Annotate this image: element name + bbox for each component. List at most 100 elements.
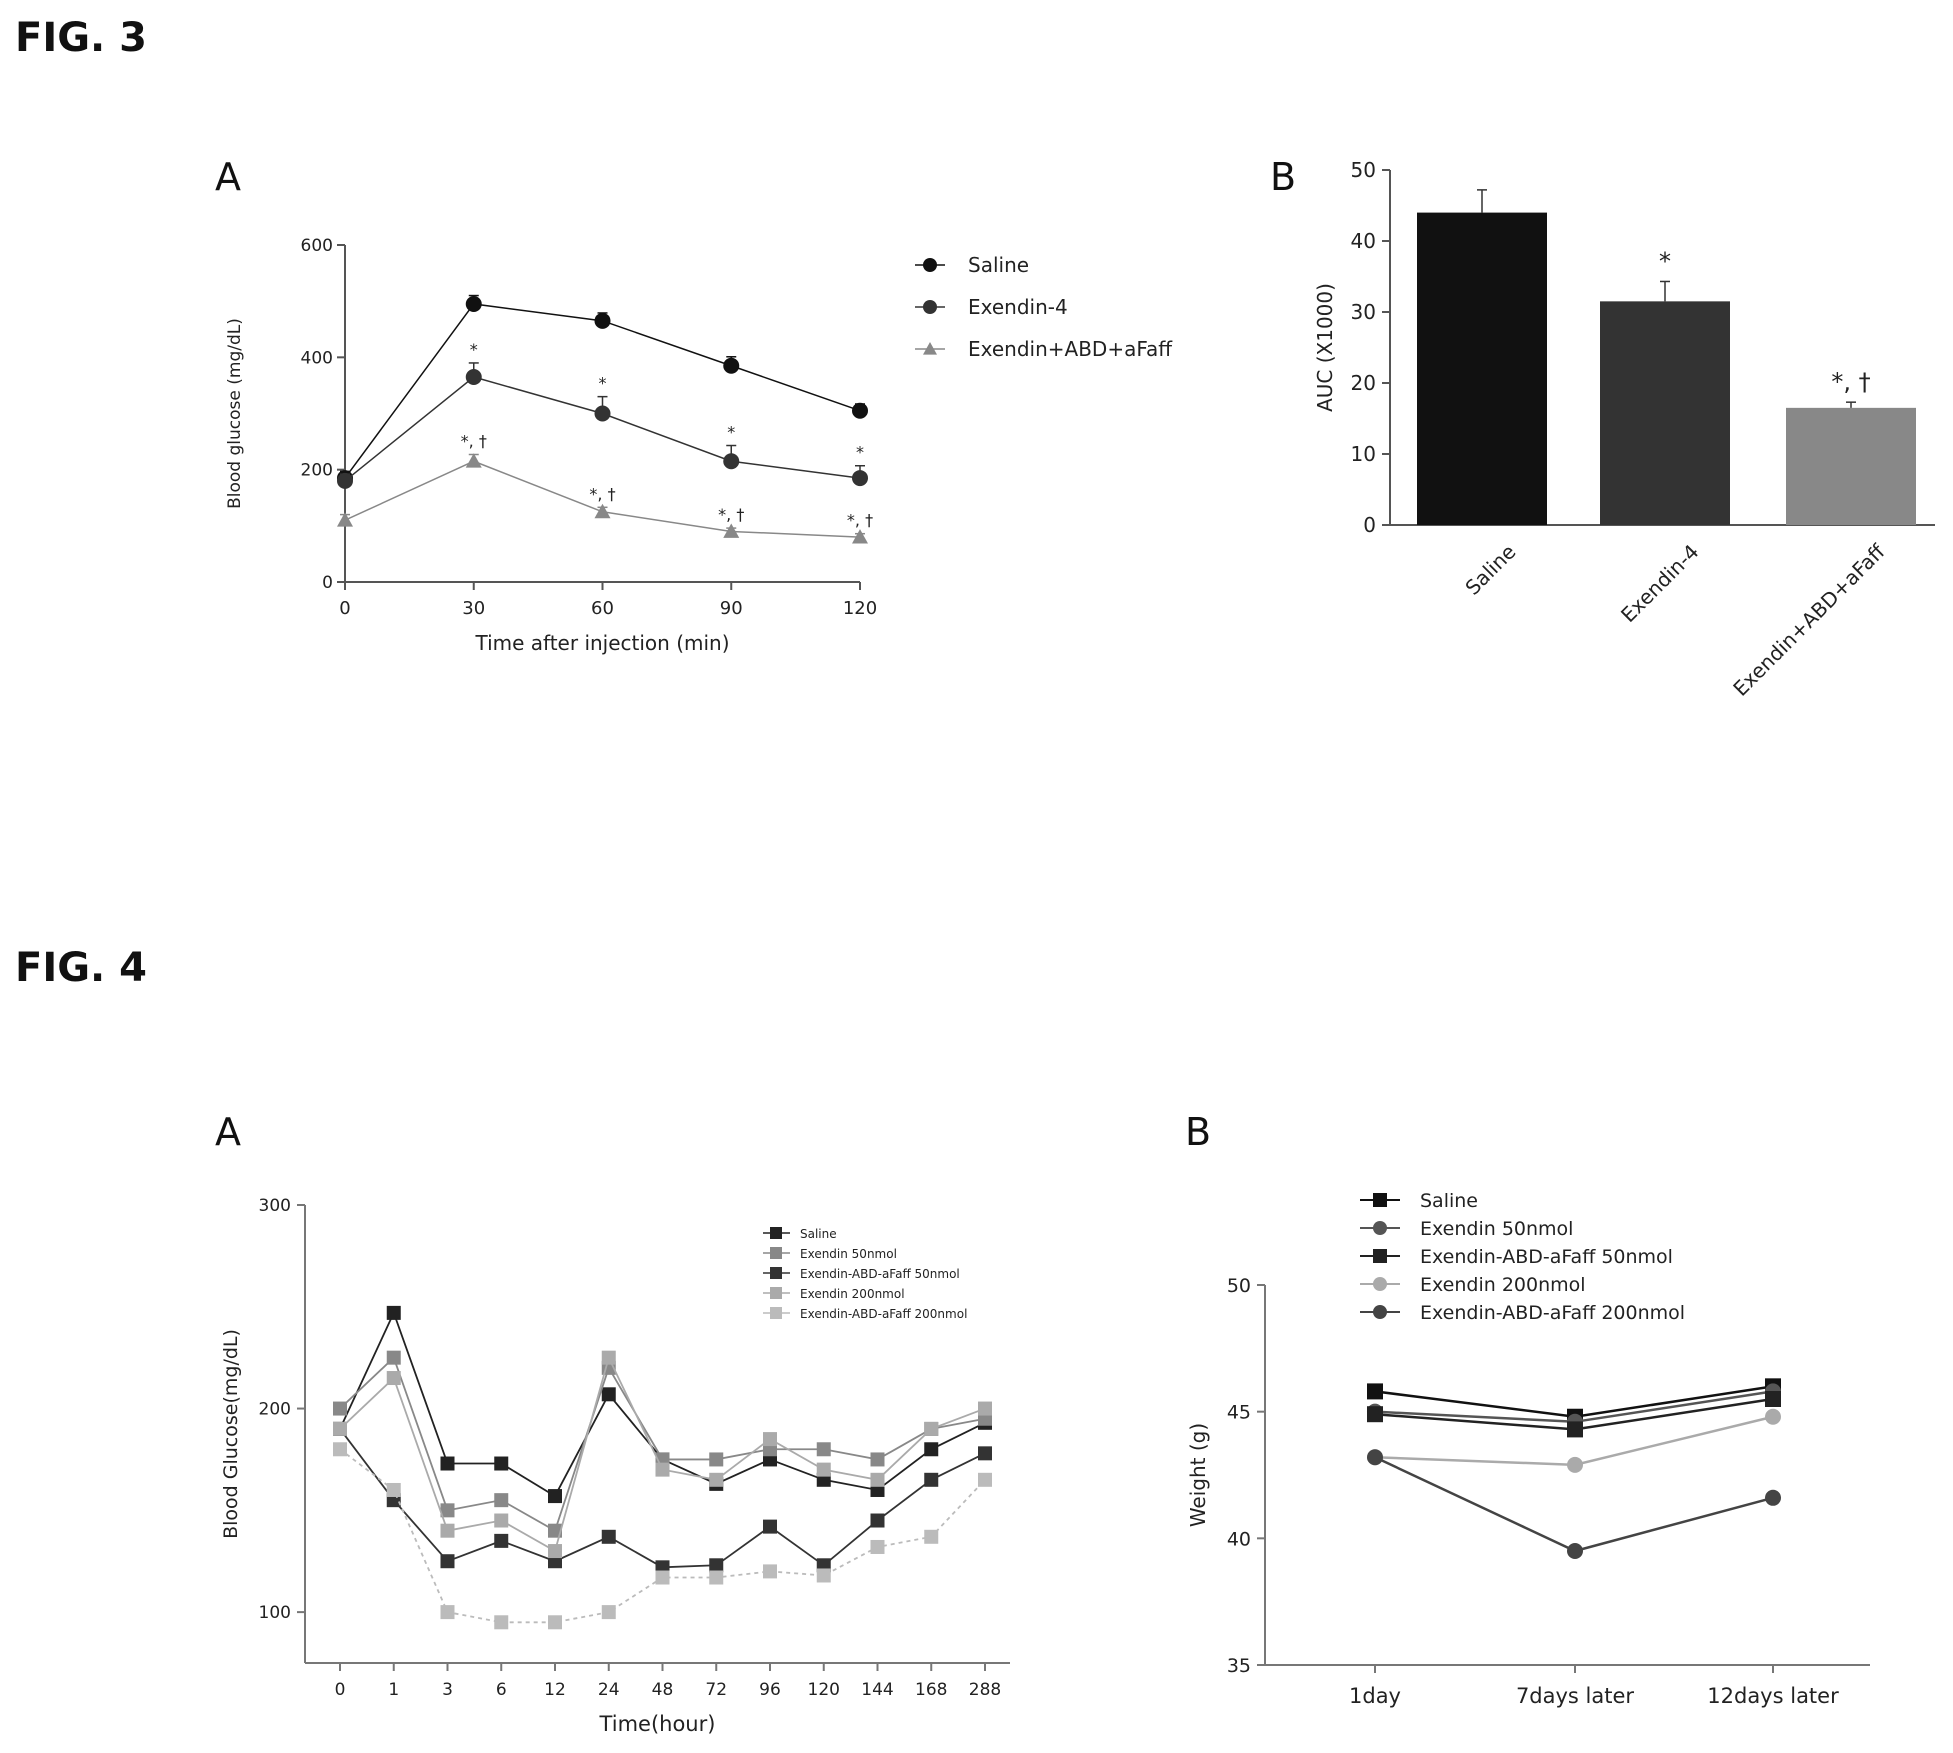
fig4b-point xyxy=(1765,1489,1781,1506)
fig4b-y-tick-label: 50 xyxy=(1227,1275,1251,1297)
fig3a-significance-label: * xyxy=(856,443,864,462)
fig4b-x-tick-label: 1day xyxy=(1349,1684,1401,1708)
fig3b-y-tick-label: 30 xyxy=(1351,300,1376,324)
fig4a-point xyxy=(655,1462,670,1477)
fig4a-point xyxy=(601,1529,616,1544)
fig4b-legend-label: Exendin-ABD-aFaff 200nmol xyxy=(1420,1302,1685,1324)
fig3a-point xyxy=(465,295,482,312)
fig4a-point xyxy=(494,1533,509,1548)
fig4a-legend-label: Exendin-ABD-aFaff 50nmol xyxy=(800,1267,960,1281)
fig3b-y-tick-label: 10 xyxy=(1351,442,1376,466)
fig3a-y-tick-label: 0 xyxy=(322,573,333,593)
fig4a-point xyxy=(386,1482,401,1497)
fig4a-y-tick-label: 200 xyxy=(259,1400,291,1420)
fig4a-x-tick-label: 3 xyxy=(442,1680,453,1700)
fig3a-x-tick-label: 90 xyxy=(720,598,743,619)
fig4a-x-tick-label: 48 xyxy=(652,1680,674,1700)
fig3a-point xyxy=(852,402,868,419)
fig3a-x-tick-label: 0 xyxy=(339,598,350,619)
fig4b-legend-marker xyxy=(1373,1221,1387,1235)
fig3b-significance-label: *, † xyxy=(1831,368,1870,396)
fig4a-y-axis-title: Blood Glucose(mg/dL) xyxy=(220,1329,242,1539)
fig4b-point xyxy=(1765,1408,1781,1425)
fig4a-x-tick-label: 6 xyxy=(496,1680,507,1700)
fig4-title: FIG. 4 xyxy=(15,945,147,991)
fig4a-point xyxy=(333,1401,347,1416)
fig3a-point xyxy=(465,368,482,385)
fig4a-point xyxy=(440,1503,455,1518)
fig4b-legend-marker xyxy=(1373,1305,1387,1319)
fig3b-bar xyxy=(1600,301,1730,525)
fig3a-legend-marker xyxy=(923,300,937,314)
fig3b-y-tick-label: 50 xyxy=(1351,158,1376,182)
fig4a-point xyxy=(978,1472,992,1487)
fig4a-x-tick-label: 1 xyxy=(388,1680,399,1700)
fig4b-y-tick-label: 35 xyxy=(1227,1655,1251,1677)
fig4a-point xyxy=(870,1539,885,1554)
fig3a-legend-marker xyxy=(923,258,937,272)
fig4a-point xyxy=(709,1452,724,1467)
fig4b-x-tick-label: 7days later xyxy=(1516,1684,1634,1708)
fig3b-bar xyxy=(1417,212,1547,525)
fig4a-point xyxy=(494,1493,509,1508)
fig3a-point xyxy=(337,472,353,489)
fig3a-x-tick-label: 60 xyxy=(591,598,614,619)
fig4a-legend-label: Exendin-ABD-aFaff 200nmol xyxy=(800,1307,967,1321)
fig4a-point xyxy=(494,1513,509,1528)
fig4b-point xyxy=(1567,1421,1583,1438)
fig4a-point xyxy=(601,1605,616,1620)
fig3a-y-tick-label: 200 xyxy=(301,461,333,481)
fig4b-point xyxy=(1367,1449,1383,1466)
fig4a-x-tick-label: 168 xyxy=(915,1680,947,1700)
fig4a-point xyxy=(978,1401,992,1416)
fig4a-point xyxy=(440,1605,455,1620)
fig3a-y-tick-label: 400 xyxy=(301,348,333,368)
fig4a-point xyxy=(816,1568,831,1583)
fig3a-significance-label: *, † xyxy=(461,432,487,451)
fig4b-x-tick-label: 12days later xyxy=(1707,1684,1839,1708)
fig4b-point xyxy=(1367,1383,1383,1400)
fig4a-point xyxy=(386,1350,401,1365)
fig4a-y-tick-label: 100 xyxy=(259,1603,291,1623)
fig4a-point xyxy=(870,1452,885,1467)
fig4a-legend-marker xyxy=(770,1287,782,1299)
fig3a-legend-marker xyxy=(923,342,937,355)
fig3b-y-axis-title: AUC (X1000) xyxy=(1313,283,1337,412)
fig4a-point xyxy=(333,1442,347,1457)
fig4a-x-tick-label: 12 xyxy=(544,1680,566,1700)
fig4a-x-axis-title: Time(hour) xyxy=(599,1712,716,1736)
fig4a-point xyxy=(763,1432,777,1447)
fig4a-point xyxy=(763,1564,777,1579)
fig4b-point xyxy=(1367,1406,1383,1423)
fig4a-y-tick-label: 300 xyxy=(259,1196,291,1216)
fig4a-point xyxy=(655,1570,670,1585)
fig3a-point xyxy=(852,470,868,487)
fig4a-legend-label: Exendin 200nmol xyxy=(800,1287,905,1301)
fig3a-point xyxy=(723,453,740,470)
fig3a-y-tick-label: 600 xyxy=(301,236,333,256)
fig4a-point xyxy=(548,1544,562,1559)
fig4a-point xyxy=(924,1472,939,1487)
fig3b-significance-label: * xyxy=(1659,247,1671,275)
fig3a-x-tick-label: 120 xyxy=(843,598,877,619)
fig3a-significance-label: * xyxy=(470,340,478,359)
fig3a-point xyxy=(594,312,611,329)
fig3a-significance-label: *, † xyxy=(847,511,873,530)
fig4a-point xyxy=(494,1615,509,1630)
fig4a-x-tick-label: 72 xyxy=(705,1680,727,1700)
fig3a-legend-label: Exendin+ABD+aFaff xyxy=(968,337,1173,361)
fig4a-point xyxy=(548,1523,562,1538)
fig4a-x-tick-label: 96 xyxy=(759,1680,781,1700)
fig3a-significance-label: *, † xyxy=(718,505,744,524)
fig4a-x-tick-label: 0 xyxy=(335,1680,346,1700)
fig4a-point xyxy=(709,1472,724,1487)
fig4a-point xyxy=(548,1489,562,1504)
fig3-panel-a-letter: A xyxy=(215,155,241,199)
fig4a-x-tick-label: 120 xyxy=(808,1680,840,1700)
fig3a-point xyxy=(465,453,482,468)
fig3-title: FIG. 3 xyxy=(15,15,147,61)
fig3a-x-axis-title: Time after injection (min) xyxy=(474,631,729,655)
fig4a-point xyxy=(601,1350,616,1365)
fig4a-point xyxy=(816,1462,831,1477)
